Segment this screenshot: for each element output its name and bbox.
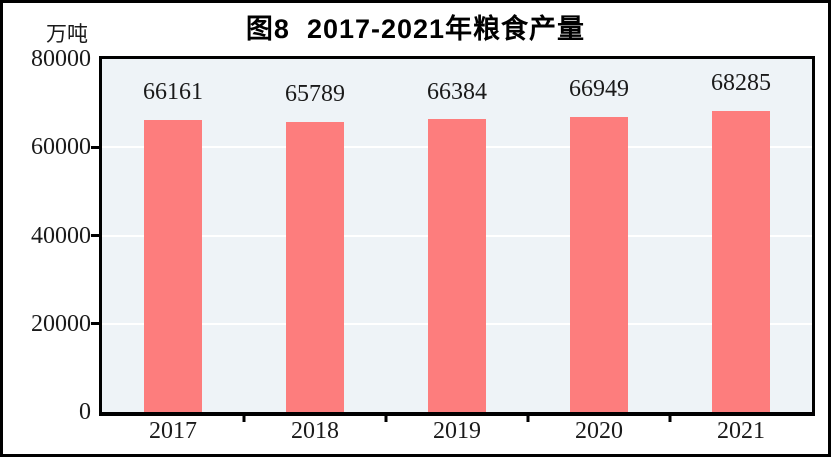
x-tick-mark <box>242 413 246 422</box>
bar-2019 <box>428 119 486 412</box>
y-tick-label: 60000 <box>31 134 91 161</box>
bar-value-label: 66949 <box>569 76 629 102</box>
y-tick-label: 20000 <box>31 310 91 337</box>
x-tick-mark <box>668 413 672 422</box>
y-axis-unit-label: 万吨 <box>46 22 88 46</box>
plot-area: 66161 65789 66384 66949 68285 <box>99 56 815 416</box>
y-tick-mark <box>91 234 100 237</box>
bar-value-label: 66161 <box>143 79 203 106</box>
x-tick-mark <box>526 413 530 422</box>
bar-value-label: 68285 <box>711 70 771 97</box>
chart-title: 图8 2017-2021年粮食产量 <box>245 14 586 44</box>
x-tick-label: 2020 <box>575 418 623 444</box>
y-tick-label: 0 <box>79 399 91 425</box>
bar-2021 <box>712 110 770 412</box>
x-tick-label: 2017 <box>149 418 197 444</box>
bar-2018 <box>286 121 344 412</box>
y-axis: 0 20000 40000 60000 80000 <box>3 47 100 424</box>
bar-value-label: 66384 <box>427 78 487 105</box>
bar-2020 <box>570 116 628 412</box>
x-tick-label: 2021 <box>717 418 765 444</box>
y-tick-mark <box>91 145 100 149</box>
plot-canvas: 66161 65789 66384 66949 68285 <box>102 59 812 412</box>
x-tick-mark <box>384 413 388 422</box>
bar-value-label: 65789 <box>285 81 345 108</box>
y-tick-label: 40000 <box>31 222 91 249</box>
y-tick-label: 80000 <box>31 46 91 72</box>
x-tick-label: 2019 <box>433 418 481 444</box>
x-axis: 2017 2018 2019 2020 2021 <box>102 413 812 454</box>
bar-2017 <box>144 120 202 412</box>
x-tick-label: 2018 <box>291 418 339 444</box>
y-tick-mark <box>91 322 100 326</box>
